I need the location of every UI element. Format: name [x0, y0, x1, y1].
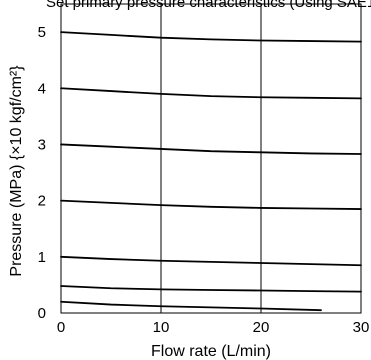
y-tick-label: 0: [38, 305, 46, 322]
series-layer: [60, 31, 362, 312]
y-tick-label: 2: [38, 193, 46, 210]
plot-frame: [60, 3, 362, 314]
x-tick-label: 10: [153, 319, 170, 336]
y-tick-label: 1: [38, 249, 46, 266]
y-tick-label: 4: [38, 80, 46, 97]
series-line-3: [60, 143, 362, 155]
series-line-6: [60, 285, 362, 293]
series-line-4: [60, 199, 362, 210]
series-line-2: [60, 87, 362, 100]
y-axis-label: Pressure (MPa) {×10 kgf/cm²}: [8, 65, 25, 277]
series-line-7: [60, 300, 322, 312]
y-tick-label: 3: [38, 136, 46, 153]
tick-labels: 0 10 20 30 0 1 2 3 4 5: [38, 24, 370, 336]
x-tick-label: 0: [57, 319, 65, 336]
x-tick-label: 20: [253, 319, 270, 336]
series-line-5: [60, 255, 362, 267]
x-axis-label: Flow rate (L/min): [151, 343, 271, 360]
axis-layer: [60, 3, 362, 314]
y-tick-label: 5: [38, 24, 46, 41]
top-caption: Set primary pressure characteristics (Us…: [46, 0, 371, 11]
x-tick-label: 30: [353, 319, 370, 336]
series-line-1: [60, 31, 362, 43]
grid-layer: [160, 4, 262, 313]
